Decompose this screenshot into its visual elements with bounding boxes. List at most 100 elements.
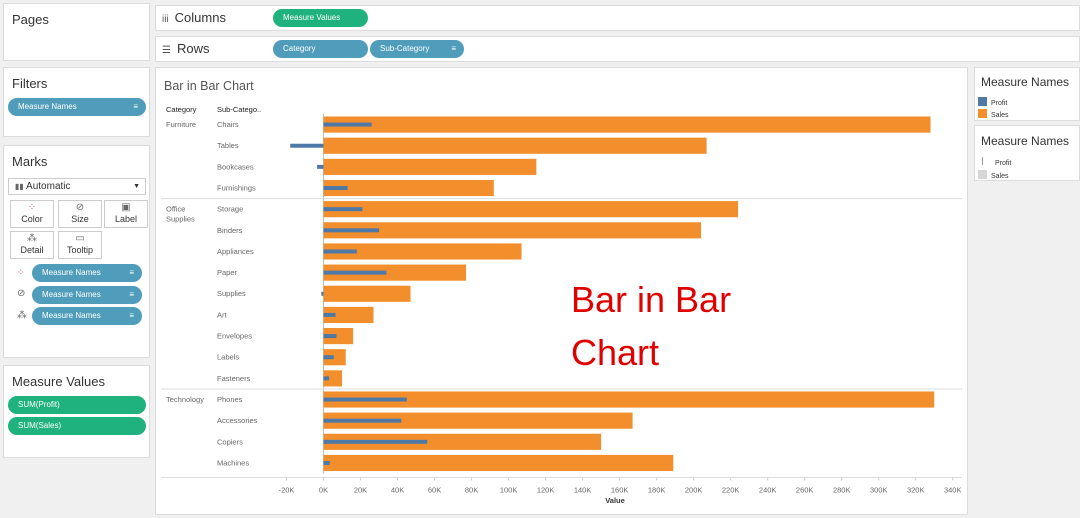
profit-bar [317,164,324,169]
category-label: Office Supplies [166,205,195,224]
subcategory-label: Supplies [217,289,246,298]
x-tick-label: 40K [391,486,404,495]
subcategory-label: Furnishings [217,183,256,192]
marks-pill-label: Measure Names [42,290,101,299]
marks-pill-label: Measure Names [42,268,101,277]
sort-icon: ≡ [133,102,138,111]
measure-pill-sales[interactable]: SUM(Sales) [8,417,146,435]
label-label: Label [114,214,138,224]
chevron-down-icon: ▼ [133,183,140,190]
profit-swatch [978,97,987,106]
x-tick-label: 220K [722,486,740,495]
profit-bar [321,291,324,296]
columns-label: Columns [174,10,226,25]
sales-bar [323,179,494,197]
measure-values-card[interactable]: Measure Values SUM(Profit) SUM(Sales) [3,365,150,458]
color-legend[interactable]: Measure Names Profit Sales [974,67,1080,121]
detail-button[interactable]: ⁂ Detail [10,231,54,259]
x-tick-label: 160K [611,486,629,495]
profit-bar [323,376,330,381]
size-legend[interactable]: Measure Names Profit Sales [974,125,1080,181]
sort-icon: ≡ [129,268,134,277]
x-tick-label: 260K [796,486,814,495]
x-tick-label: 340K [944,486,962,495]
bar-in-bar-chart[interactable]: Bar in Bar Chart Category Sub-Catego.. F… [156,68,967,514]
size-button[interactable]: ⊘ Size [58,200,102,228]
mark-type-select[interactable]: ▮▮ Automatic ▼ [8,178,146,195]
profit-bar [323,249,357,254]
x-tick-label: 200K [685,486,703,495]
subcategory-label: Envelopes [217,332,252,341]
filters-card[interactable]: Filters Measure Names ≡ [3,67,150,137]
rows-shelf[interactable]: ☰ Rows Category Sub-Category ≡ [155,36,1080,62]
tooltip-button[interactable]: ▭ Tooltip [58,231,102,259]
x-tick-label: 240K [759,486,777,495]
measure-pill-profit[interactable]: SUM(Profit) [8,396,146,414]
subcategory-label: Storage [217,205,243,214]
color-button[interactable]: ⁘ Color [10,200,54,228]
legend-item-profit[interactable]: Profit [978,97,1007,107]
sales-bar [323,370,343,387]
profit-bar [323,312,336,317]
category-label: Technology [166,395,204,404]
rows-pill-category[interactable]: Category [273,40,368,58]
profit-bar [323,439,428,444]
size-label: Size [71,214,89,224]
sales-swatch [978,109,987,118]
detail-icon: ⁂ [17,310,27,321]
profit-bar [323,397,407,402]
sales-bar [323,158,537,175]
size-icon: ⊘ [75,202,85,213]
columns-icon: iii [162,14,169,25]
sort-icon: ≡ [129,311,134,320]
chart-title: Bar in Bar Chart [164,79,254,93]
profit-bar [323,270,387,275]
subcategory-label: Phones [217,395,243,404]
rows-pill-subcategory[interactable]: Sub-Category ≡ [370,40,464,58]
subcategory-label: Labels [217,353,239,362]
columns-shelf[interactable]: iii Columns Measure Values [155,5,1080,31]
sales-bar [323,116,931,133]
subcategory-label: Machines [217,458,249,467]
legend-label: Sales [991,173,1009,180]
x-axis-title: Value [605,496,625,505]
sales-bar [323,243,522,260]
filter-pill-measure-names[interactable]: Measure Names ≡ [8,98,146,116]
marks-pill-size[interactable]: Measure Names ≡ [32,286,142,304]
size-legend-item-profit[interactable]: Profit [978,157,1011,167]
subcategory-label: Bookcases [217,162,254,171]
annotation-line-2: Chart [571,332,659,373]
filter-pill-label: Measure Names [18,102,77,111]
sales-bar [323,454,674,472]
marks-card[interactable]: Marks ▮▮ Automatic ▼ ⁘ Color ⊘ Size ▣ La… [3,145,150,358]
sales-bar [323,412,633,429]
profit-bar [290,143,324,148]
profit-bar [323,334,337,339]
chart-panel[interactable]: Bar in Bar Chart Category Sub-Catego.. F… [155,67,968,515]
legend-item-sales[interactable]: Sales [978,109,1009,119]
pages-card[interactable]: Pages [3,3,150,61]
subcategory-label: Chairs [217,120,239,129]
x-tick-label: 180K [648,486,666,495]
x-tick-label: 280K [833,486,851,495]
sort-icon: ≡ [129,290,134,299]
legend-label: Profit [995,160,1012,167]
sales-bar [323,264,467,281]
sales-bar [323,285,411,302]
marks-pill-color[interactable]: Measure Names ≡ [32,264,142,282]
thin-size-icon [982,157,991,165]
detail-label: Detail [20,245,44,255]
x-tick-label: 0K [319,486,328,495]
tooltip-label: Tooltip [66,245,93,255]
sales-bar [323,349,346,366]
subcategory-label: Art [217,310,228,319]
rows-pill-label: Sub-Category [380,44,430,53]
subcategory-label: Tables [217,141,239,150]
columns-pill-measure-values[interactable]: Measure Values [273,9,368,27]
subcategory-label: Binders [217,226,243,235]
sales-bar [323,201,739,218]
marks-pill-detail[interactable]: Measure Names ≡ [32,307,142,325]
color-label: Color [21,214,43,224]
size-legend-item-sales[interactable]: Sales [978,170,1009,180]
label-button[interactable]: ▣ Label [104,200,148,228]
